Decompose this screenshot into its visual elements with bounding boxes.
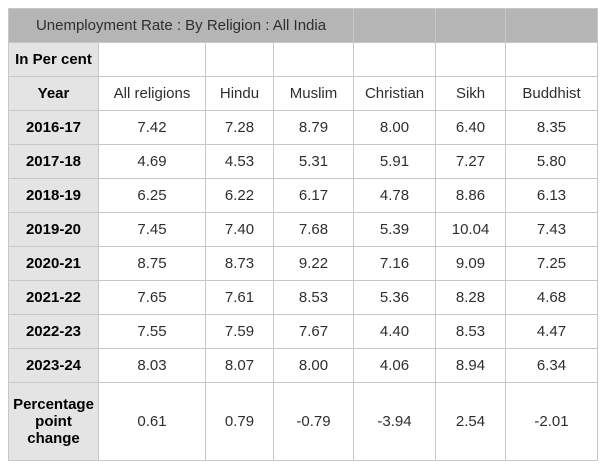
data-cell: 5.91 (353, 144, 437, 179)
row-label: 2022-23 (8, 314, 99, 349)
row-label: 2018-19 (8, 178, 99, 213)
data-cell: 7.25 (505, 246, 599, 281)
data-cell: 4.69 (98, 144, 206, 179)
data-cell: 7.68 (272, 212, 355, 247)
row-label: 2016-17 (8, 110, 99, 145)
column-header-sikh: Sikh (435, 76, 507, 111)
data-cell: 5.80 (505, 144, 599, 179)
column-header-muslim: Muslim (272, 76, 355, 111)
empty-cell (435, 42, 507, 77)
title-band-filler (353, 8, 437, 43)
data-cell: 8.79 (272, 110, 355, 145)
data-cell: 7.27 (435, 144, 507, 179)
column-header-christian: Christian (353, 76, 437, 111)
table-row: 2016-17 7.42 7.28 8.79 8.00 6.40 8.35 (8, 110, 599, 145)
data-cell: 6.13 (505, 178, 599, 213)
table-row: 2020-21 8.75 8.73 9.22 7.16 9.09 7.25 (8, 246, 599, 281)
summary-cell: -0.79 (272, 382, 355, 461)
data-cell: 8.00 (272, 348, 355, 383)
data-cell: 9.22 (272, 246, 355, 281)
empty-cell (505, 42, 599, 77)
column-header-hindu: Hindu (205, 76, 274, 111)
table-row: 2017-18 4.69 4.53 5.31 5.91 7.27 5.80 (8, 144, 599, 179)
row-label: 2021-22 (8, 280, 99, 315)
data-cell: 7.61 (205, 280, 274, 315)
column-header-year: Year (8, 76, 99, 111)
data-cell: 5.36 (353, 280, 437, 315)
data-cell: 7.43 (505, 212, 599, 247)
data-cell: 5.31 (272, 144, 355, 179)
data-cell: 7.65 (98, 280, 206, 315)
data-cell: 4.53 (205, 144, 274, 179)
data-cell: 8.07 (205, 348, 274, 383)
data-cell: 8.86 (435, 178, 507, 213)
table-row: 2018-19 6.25 6.22 6.17 4.78 8.86 6.13 (8, 178, 599, 213)
summary-cell: -3.94 (353, 382, 437, 461)
data-cell: 8.35 (505, 110, 599, 145)
row-label: 2017-18 (8, 144, 99, 179)
unit-row: In Per cent (8, 42, 599, 77)
empty-cell (353, 42, 437, 77)
summary-cell-highlight-orange: 0.79 (205, 382, 274, 461)
row-label: 2023-24 (8, 348, 99, 383)
table-title: Unemployment Rate : By Religion : All In… (7, 8, 355, 43)
data-cell: 8.00 (353, 110, 437, 145)
summary-cell: -2.01 (505, 382, 599, 461)
unit-label: In Per cent (8, 42, 99, 77)
unemployment-by-religion-table: Unemployment Rate : By Religion : All In… (7, 8, 599, 461)
data-cell: 7.28 (205, 110, 274, 145)
data-cell: 8.75 (98, 246, 206, 281)
data-cell: 8.28 (435, 280, 507, 315)
title-row: Unemployment Rate : By Religion : All In… (7, 8, 599, 43)
data-cell-highlight-red: 8.94 (435, 348, 507, 383)
data-cell: 7.55 (98, 314, 206, 349)
column-header-row: Year All religions Hindu Muslim Christia… (8, 76, 599, 111)
data-cell: 8.53 (435, 314, 507, 349)
data-cell: 5.39 (353, 212, 437, 247)
data-cell: 4.47 (505, 314, 599, 349)
row-label: 2020-21 (8, 246, 99, 281)
data-cell: 7.67 (272, 314, 355, 349)
data-cell: 6.34 (505, 348, 599, 383)
data-cell-highlight-green: 6.40 (435, 110, 507, 145)
data-cell: 6.22 (205, 178, 274, 213)
column-header-buddhist: Buddhist (505, 76, 599, 111)
data-cell: 7.45 (98, 212, 206, 247)
summary-cell-highlight-red: 2.54 (435, 382, 507, 461)
title-band-filler (505, 8, 599, 43)
table-row: 2022-23 7.55 7.59 7.67 4.40 8.53 4.47 (8, 314, 599, 349)
data-cell: 9.09 (435, 246, 507, 281)
data-cell: 7.16 (353, 246, 437, 281)
data-cell: 6.25 (98, 178, 206, 213)
table-row: 2023-24 8.03 8.07 8.00 4.06 8.94 6.34 (8, 348, 599, 383)
data-cell: 10.04 (435, 212, 507, 247)
summary-row-label: Percentage point change (8, 382, 99, 461)
data-cell: 6.17 (272, 178, 355, 213)
data-cell: 8.03 (98, 348, 206, 383)
empty-cell (205, 42, 274, 77)
empty-cell (272, 42, 355, 77)
column-header-all-religions: All religions (98, 76, 206, 111)
data-cell: 4.78 (353, 178, 437, 213)
data-cell: 7.40 (205, 212, 274, 247)
data-cell: 7.59 (205, 314, 274, 349)
table-row: 2021-22 7.65 7.61 8.53 5.36 8.28 4.68 (8, 280, 599, 315)
data-cell: 8.53 (272, 280, 355, 315)
table-row: 2019-20 7.45 7.40 7.68 5.39 10.04 7.43 (8, 212, 599, 247)
empty-cell (98, 42, 206, 77)
data-cell: 4.06 (353, 348, 437, 383)
data-cell: 7.42 (98, 110, 206, 145)
summary-cell: 0.61 (98, 382, 206, 461)
row-label: 2019-20 (8, 212, 99, 247)
data-cell: 8.73 (205, 246, 274, 281)
title-band-filler (435, 8, 507, 43)
data-cell: 4.40 (353, 314, 437, 349)
data-cell: 4.68 (505, 280, 599, 315)
summary-row: Percentage point change 0.61 0.79 -0.79 … (8, 382, 599, 461)
